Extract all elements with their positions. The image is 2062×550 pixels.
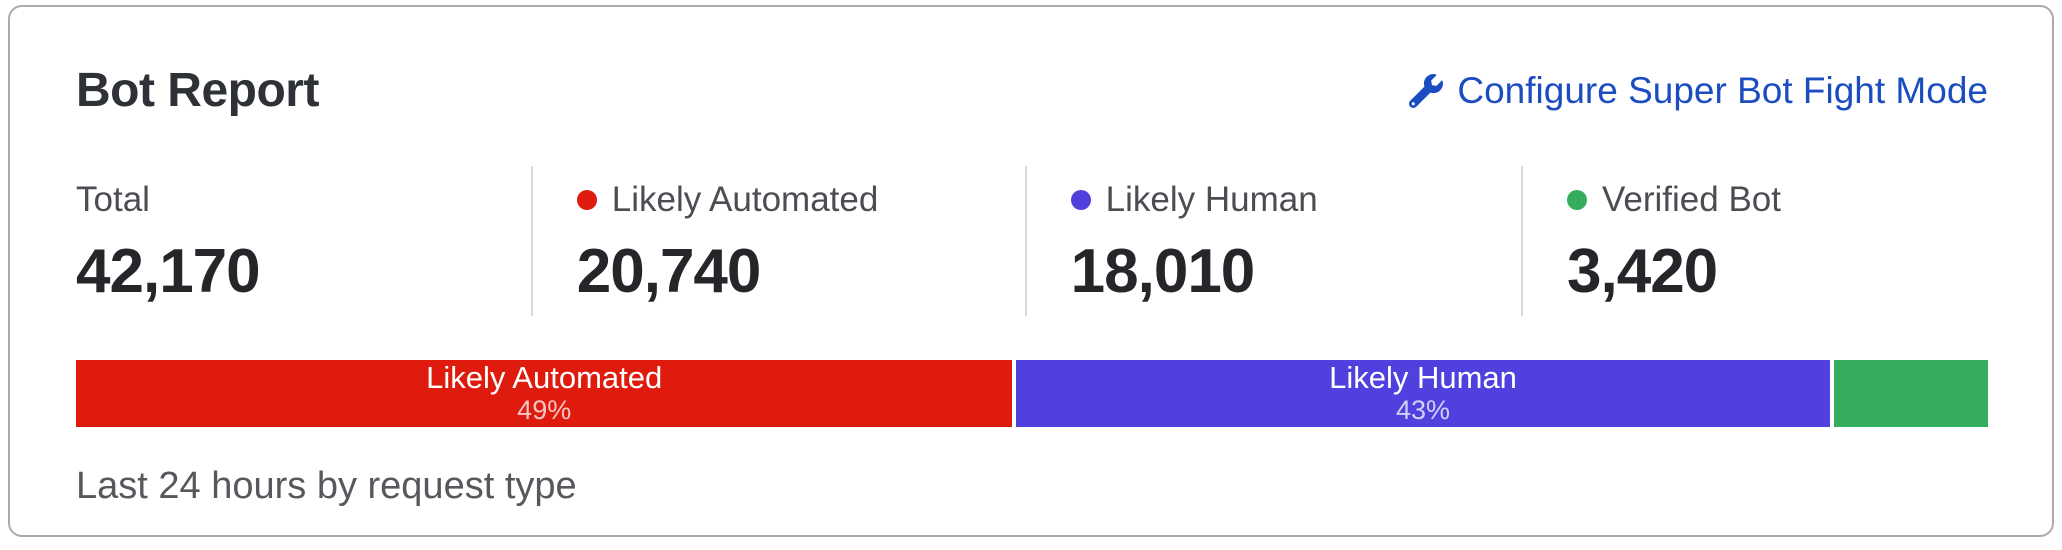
likely-automated-dot-icon [576, 190, 597, 210]
request-type-stacked-bar: Likely Automated 49% Likely Human 43% [76, 360, 1989, 427]
stat-value: 42,170 [76, 237, 261, 306]
segment-percent: 43% [1395, 395, 1451, 426]
stat-label: Total [76, 180, 150, 219]
stat-label: Verified Bot [1602, 180, 1781, 219]
bot-report-card: Bot Report Configure Super Bot Fight Mod… [8, 5, 2054, 537]
stat-value: 20,740 [576, 237, 762, 306]
configure-link-label: Configure Super Bot Fight Mode [1457, 69, 1988, 111]
configure-super-bot-fight-mode-link[interactable]: Configure Super Bot Fight Mode [1409, 70, 1988, 112]
bar-segment-likely-human[interactable]: Likely Human 43% [1016, 360, 1830, 427]
page-title: Bot Report [76, 64, 319, 117]
bar-segment-verified-bot[interactable] [1833, 360, 1989, 427]
card-header: Bot Report Configure Super Bot Fight Mod… [76, 63, 1988, 118]
stats-row: Total 42,170 Likely Automated 20,740 Lik… [76, 166, 1988, 316]
wrench-icon [1409, 73, 1444, 108]
stat-value: 3,420 [1567, 237, 1718, 306]
stat-likely-human: Likely Human 18,010 [1024, 166, 1521, 316]
segment-label: Likely Human [1329, 360, 1517, 395]
stat-label: Likely Human [1105, 180, 1318, 219]
segment-label: Likely Automated [426, 360, 663, 395]
stat-value: 18,010 [1070, 237, 1256, 306]
stat-label: Likely Automated [611, 180, 879, 219]
stat-verified-bot: Verified Bot 3,420 [1521, 166, 1988, 316]
time-range-note: Last 24 hours by request type [76, 465, 577, 507]
verified-bot-dot-icon [1567, 190, 1587, 210]
segment-percent: 49% [517, 395, 572, 426]
bar-segment-likely-automated[interactable]: Likely Automated 49% [76, 360, 1013, 427]
stat-total: Total 42,170 [76, 166, 531, 316]
stat-likely-automated: Likely Automated 20,740 [530, 166, 1025, 316]
likely-human-dot-icon [1070, 190, 1091, 210]
